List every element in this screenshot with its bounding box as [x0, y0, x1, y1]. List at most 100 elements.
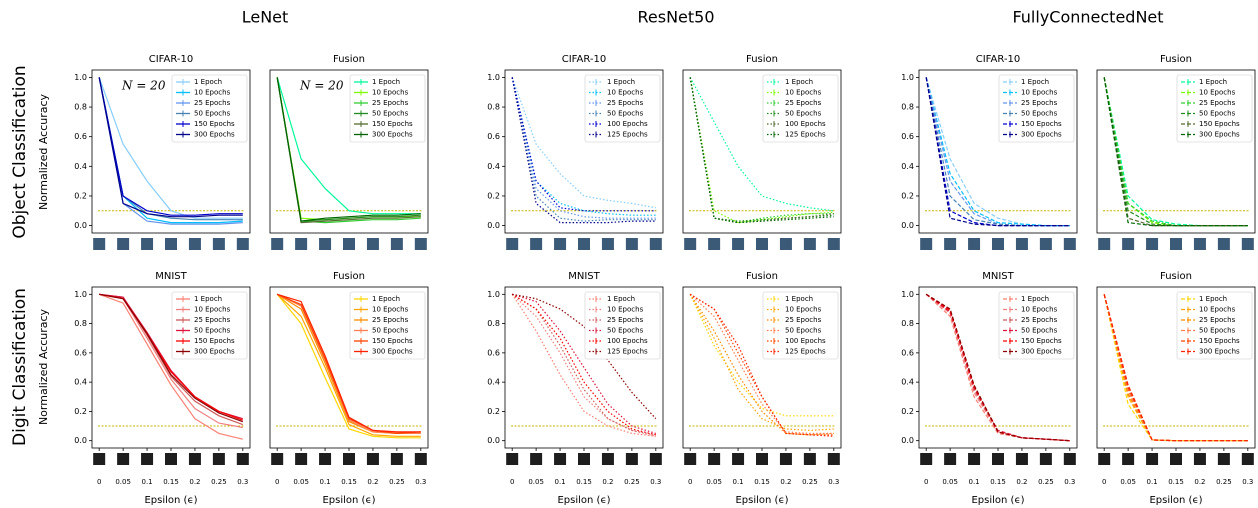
legend-box	[349, 291, 426, 360]
y-tick-label: 0.6	[487, 132, 500, 141]
x-tick-label: 0	[924, 478, 928, 486]
legend-label: 10 Epochs	[372, 306, 409, 314]
panel-title: MNIST	[568, 271, 600, 282]
thumbnail	[992, 238, 1004, 250]
x-tick-label: 0.3	[828, 478, 839, 486]
series-line	[925, 293, 1070, 442]
legend-label: 125 Epochs	[607, 348, 648, 356]
legend-label: 10 Epochs	[372, 89, 409, 97]
y-tick-label: 0.4	[487, 378, 500, 387]
thumbnail	[93, 453, 106, 465]
thumbnail	[601, 238, 614, 250]
x-tick-label: 0	[688, 478, 692, 486]
panel-title: Fusion	[333, 271, 365, 282]
legend-label: 300 Epochs	[1021, 131, 1062, 139]
x-tick-label: 0.25	[389, 478, 405, 486]
legend-label: 25 Epochs	[1021, 99, 1058, 107]
legend-label: 150 Epochs	[194, 337, 235, 345]
series-line	[925, 77, 1070, 227]
legend-label: 300 Epochs	[1199, 348, 1240, 356]
legend-label: 50 Epochs	[1199, 110, 1236, 118]
thumbnail	[366, 238, 379, 250]
series-line	[512, 293, 656, 434]
x-tick-label: 0.3	[1064, 478, 1075, 486]
y-tick-label: 1.0	[74, 290, 87, 299]
y-tick-label: 0.8	[74, 319, 87, 328]
legend-label: 300 Epochs	[1199, 131, 1240, 139]
panel-title: Fusion	[1160, 54, 1192, 65]
thumbnail	[1241, 453, 1254, 465]
legend-label: 50 Epochs	[785, 110, 822, 118]
x-tick-label: 0.05	[293, 478, 309, 486]
legend-label: 10 Epochs	[1021, 306, 1058, 314]
panel-title: Fusion	[746, 54, 778, 65]
x-axis-label: Epsilon (ϵ)	[557, 495, 610, 506]
legend-label: 1 Epoch	[607, 295, 635, 303]
x-tick-label: 0.05	[706, 478, 722, 486]
x-tick-label: 0.25	[1038, 478, 1054, 486]
series-line	[98, 77, 243, 219]
y-tick-label: 0.8	[487, 103, 500, 112]
legend-label: 1 Epoch	[1199, 78, 1227, 86]
legend-label: 25 Epochs	[607, 99, 644, 107]
legend-label: 50 Epochs	[1021, 110, 1058, 118]
legend-label: 300 Epochs	[194, 131, 235, 139]
series-line	[511, 77, 656, 209]
series-line	[689, 293, 834, 437]
x-tick-label: 0.1	[319, 478, 330, 486]
x-tick-label: 0.2	[189, 478, 200, 486]
y-tick-label: 0.6	[901, 348, 914, 357]
x-tick-label: 0.3	[650, 478, 661, 486]
x-tick-label: 0.15	[754, 478, 770, 486]
legend-label: 125 Epochs	[607, 131, 648, 139]
legend-box	[584, 291, 661, 360]
thumbnail	[554, 453, 567, 465]
series-line	[689, 294, 834, 417]
x-tick-label: 0.15	[163, 478, 179, 486]
x-tick-label: 0.05	[1120, 478, 1136, 486]
legend-label: 10 Epochs	[1021, 89, 1058, 97]
series-line	[1103, 77, 1248, 227]
series-line	[689, 293, 834, 434]
series-line	[98, 77, 243, 216]
legend-box	[998, 74, 1075, 143]
legend-label: 150 Epochs	[1021, 337, 1062, 345]
y-tick-label: 0.0	[901, 436, 914, 445]
y-tick-label: 0.2	[487, 407, 500, 416]
thumbnail	[414, 238, 427, 250]
thumbnail	[1063, 453, 1076, 465]
panel-title: Fusion	[1160, 271, 1192, 282]
series-line	[99, 293, 244, 423]
legend-label: 50 Epochs	[607, 327, 644, 335]
series-line	[689, 77, 834, 224]
thumbnail	[1217, 238, 1230, 250]
series-line	[511, 293, 656, 437]
legend-label: 50 Epochs	[1199, 327, 1236, 335]
thumbnail	[708, 238, 721, 250]
y-tick-label: 1.0	[901, 73, 914, 82]
y-tick-label: 0.0	[74, 221, 87, 230]
thumbnail	[390, 453, 403, 465]
y-tick-label: 1.0	[74, 73, 87, 82]
plot-frame	[504, 69, 664, 234]
column-title: LeNet	[242, 8, 289, 27]
legend-box	[171, 291, 248, 360]
legend-label: 25 Epochs	[372, 99, 409, 107]
legend-label: 10 Epochs	[1199, 306, 1236, 314]
thumbnail	[414, 453, 427, 465]
y-tick-label: 0.4	[901, 162, 914, 171]
thumbnail	[968, 453, 981, 465]
thumbnail	[1170, 453, 1182, 465]
legend-label: 1 Epoch	[785, 295, 813, 303]
y-tick-label: 0.8	[901, 103, 914, 112]
legend-label: 50 Epochs	[785, 327, 822, 335]
legend-label: 10 Epochs	[1199, 89, 1236, 97]
x-axis-label: Epsilon (ϵ)	[735, 495, 788, 506]
legend-label: 50 Epochs	[194, 110, 231, 118]
y-tick-label: 0.4	[487, 162, 500, 171]
thumbnail	[1241, 238, 1254, 250]
thumbnail	[319, 453, 332, 465]
y-tick-label: 0.6	[74, 132, 87, 141]
thumbnail	[732, 453, 745, 465]
thumbnail	[554, 238, 567, 250]
